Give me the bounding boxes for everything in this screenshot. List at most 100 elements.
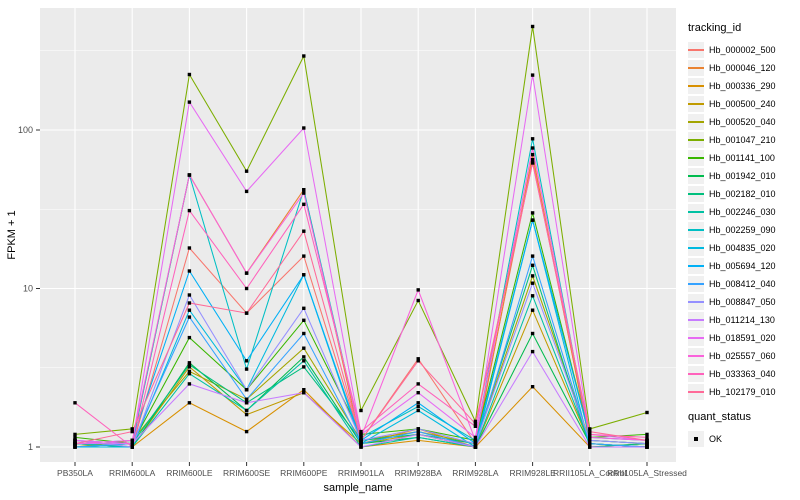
data-point (187, 372, 192, 376)
data-point (302, 346, 306, 350)
data-point (588, 445, 592, 449)
x-axis-title: sample_name (323, 482, 392, 494)
data-point (530, 294, 535, 298)
data-point (473, 438, 478, 443)
x-tick-label: RRIM600LA (109, 468, 156, 478)
data-point (302, 365, 306, 369)
data-point (530, 158, 535, 162)
legend: tracking_id Hb_000002_500 Hb_000046_120 Hb… (688, 22, 798, 448)
legend-entry-label: Hb_000002_500 (709, 45, 776, 55)
legend-entry: Hb_001141_100 (688, 149, 798, 167)
ok-square-icon (688, 431, 704, 447)
legend-key-line-icon (688, 294, 704, 310)
legend-entry: Hb_000500_240 (688, 95, 798, 113)
legend-entry-ok: OK (688, 430, 798, 448)
data-point (187, 369, 192, 374)
data-point (187, 308, 192, 312)
data-point (416, 298, 420, 303)
data-point (244, 286, 249, 291)
data-point (130, 441, 134, 446)
legend-entry: Hb_002182_010 (688, 185, 798, 203)
legend-entries: Hb_000002_500 Hb_000046_120 Hb_000336_290 H… (688, 41, 798, 401)
data-point (244, 397, 249, 401)
data-point (530, 146, 535, 150)
data-point (187, 361, 192, 365)
legend-entry-label: Hb_011214_130 (709, 315, 775, 325)
data-point (416, 359, 420, 363)
data-point (302, 126, 306, 130)
legend-entry-label: Hb_025557_060 (709, 351, 776, 361)
legend-entry-ok-label: OK (709, 434, 723, 444)
data-point (645, 445, 649, 449)
data-point (244, 408, 249, 413)
x-tick-label: RRIM600SE (223, 468, 271, 478)
data-point (530, 254, 535, 258)
legend-entry-label: Hb_000500_240 (709, 99, 776, 109)
data-point (302, 191, 306, 195)
data-point (416, 357, 420, 361)
legend-key-line-icon (688, 204, 704, 220)
data-point (416, 404, 420, 409)
data-point (530, 24, 535, 29)
legend-entry-label: Hb_008412_040 (709, 279, 776, 289)
legend-key-line-icon (688, 132, 704, 148)
legend-entry-label: Hb_005694_120 (709, 261, 776, 271)
legend-key-line-icon (688, 222, 704, 238)
legend-title-tracking-id: tracking_id (688, 22, 742, 34)
legend-entry: Hb_000336_290 (688, 77, 798, 95)
data-point (73, 438, 77, 443)
legend-entry: Hb_002246_030 (688, 203, 798, 221)
legend-key-line-icon (688, 330, 704, 346)
data-point (530, 281, 535, 285)
data-point (302, 229, 306, 233)
legend-key-line-icon (688, 96, 704, 112)
legend-entry-label: Hb_004835_020 (709, 243, 776, 253)
data-point (130, 445, 134, 449)
data-point (302, 391, 306, 395)
data-point (359, 435, 363, 440)
data-point (244, 401, 249, 405)
data-point (359, 441, 363, 446)
data-point (187, 315, 192, 319)
data-point (302, 306, 306, 310)
data-point (187, 293, 192, 297)
data-point (302, 254, 306, 258)
legend-key-line-icon (688, 384, 704, 400)
data-point (359, 432, 363, 437)
legend-entry: Hb_002259_090 (688, 221, 798, 239)
data-point (187, 382, 192, 386)
x-tick-label: RRIM901LA (338, 468, 385, 478)
data-point (473, 419, 478, 424)
data-point (187, 401, 192, 405)
data-point (244, 359, 249, 363)
legend-entry: Hb_033363_040 (688, 365, 798, 383)
legend-entry: Hb_001047_210 (688, 131, 798, 149)
data-point (302, 355, 306, 359)
data-point (416, 382, 420, 386)
data-point (187, 335, 192, 340)
x-tick-label: RRII105LA_Control (553, 468, 627, 478)
data-point (588, 438, 592, 443)
legend-entry-label: Hb_001047_210 (709, 135, 776, 145)
data-point (130, 429, 134, 434)
data-point (187, 365, 192, 369)
legend-key-line-icon (688, 78, 704, 94)
legend-key-line-icon (688, 312, 704, 328)
data-point (588, 429, 592, 434)
legend-entry: Hb_000520_040 (688, 113, 798, 131)
data-point (73, 445, 77, 449)
data-point (473, 422, 478, 426)
legend-entry-label: Hb_000336_290 (709, 81, 776, 91)
legend-key-line-icon (688, 366, 704, 382)
data-point (302, 359, 306, 363)
data-point (359, 408, 363, 413)
data-point (530, 152, 535, 157)
legend-entry: Hb_018591_020 (688, 329, 798, 347)
data-point (73, 401, 77, 405)
legend-title-quant-status: quant_status (688, 411, 751, 423)
data-point (73, 441, 77, 446)
x-tick-label: RRIM600LE (166, 468, 213, 478)
data-point (302, 388, 306, 392)
legend-key-line-icon (688, 168, 704, 184)
